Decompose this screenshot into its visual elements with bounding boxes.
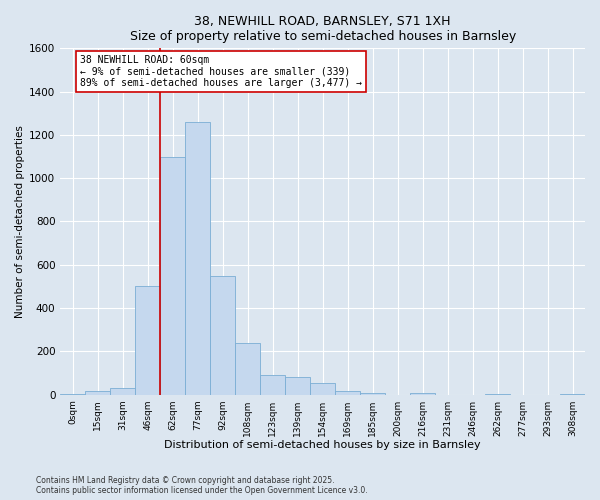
Bar <box>110 388 135 394</box>
Bar <box>185 122 210 394</box>
Bar <box>85 392 110 394</box>
Bar <box>260 375 285 394</box>
Bar <box>335 392 360 394</box>
Bar <box>285 378 310 394</box>
Bar <box>135 286 160 395</box>
Bar <box>235 342 260 394</box>
X-axis label: Distribution of semi-detached houses by size in Barnsley: Distribution of semi-detached houses by … <box>164 440 481 450</box>
Bar <box>360 393 385 394</box>
Bar <box>410 393 435 394</box>
Text: Contains HM Land Registry data © Crown copyright and database right 2025.
Contai: Contains HM Land Registry data © Crown c… <box>36 476 368 495</box>
Y-axis label: Number of semi-detached properties: Number of semi-detached properties <box>15 125 25 318</box>
Title: 38, NEWHILL ROAD, BARNSLEY, S71 1XH
Size of property relative to semi-detached h: 38, NEWHILL ROAD, BARNSLEY, S71 1XH Size… <box>130 15 516 43</box>
Bar <box>210 276 235 394</box>
Bar <box>310 382 335 394</box>
Text: 38 NEWHILL ROAD: 60sqm
← 9% of semi-detached houses are smaller (339)
89% of sem: 38 NEWHILL ROAD: 60sqm ← 9% of semi-deta… <box>80 55 362 88</box>
Bar <box>160 156 185 394</box>
